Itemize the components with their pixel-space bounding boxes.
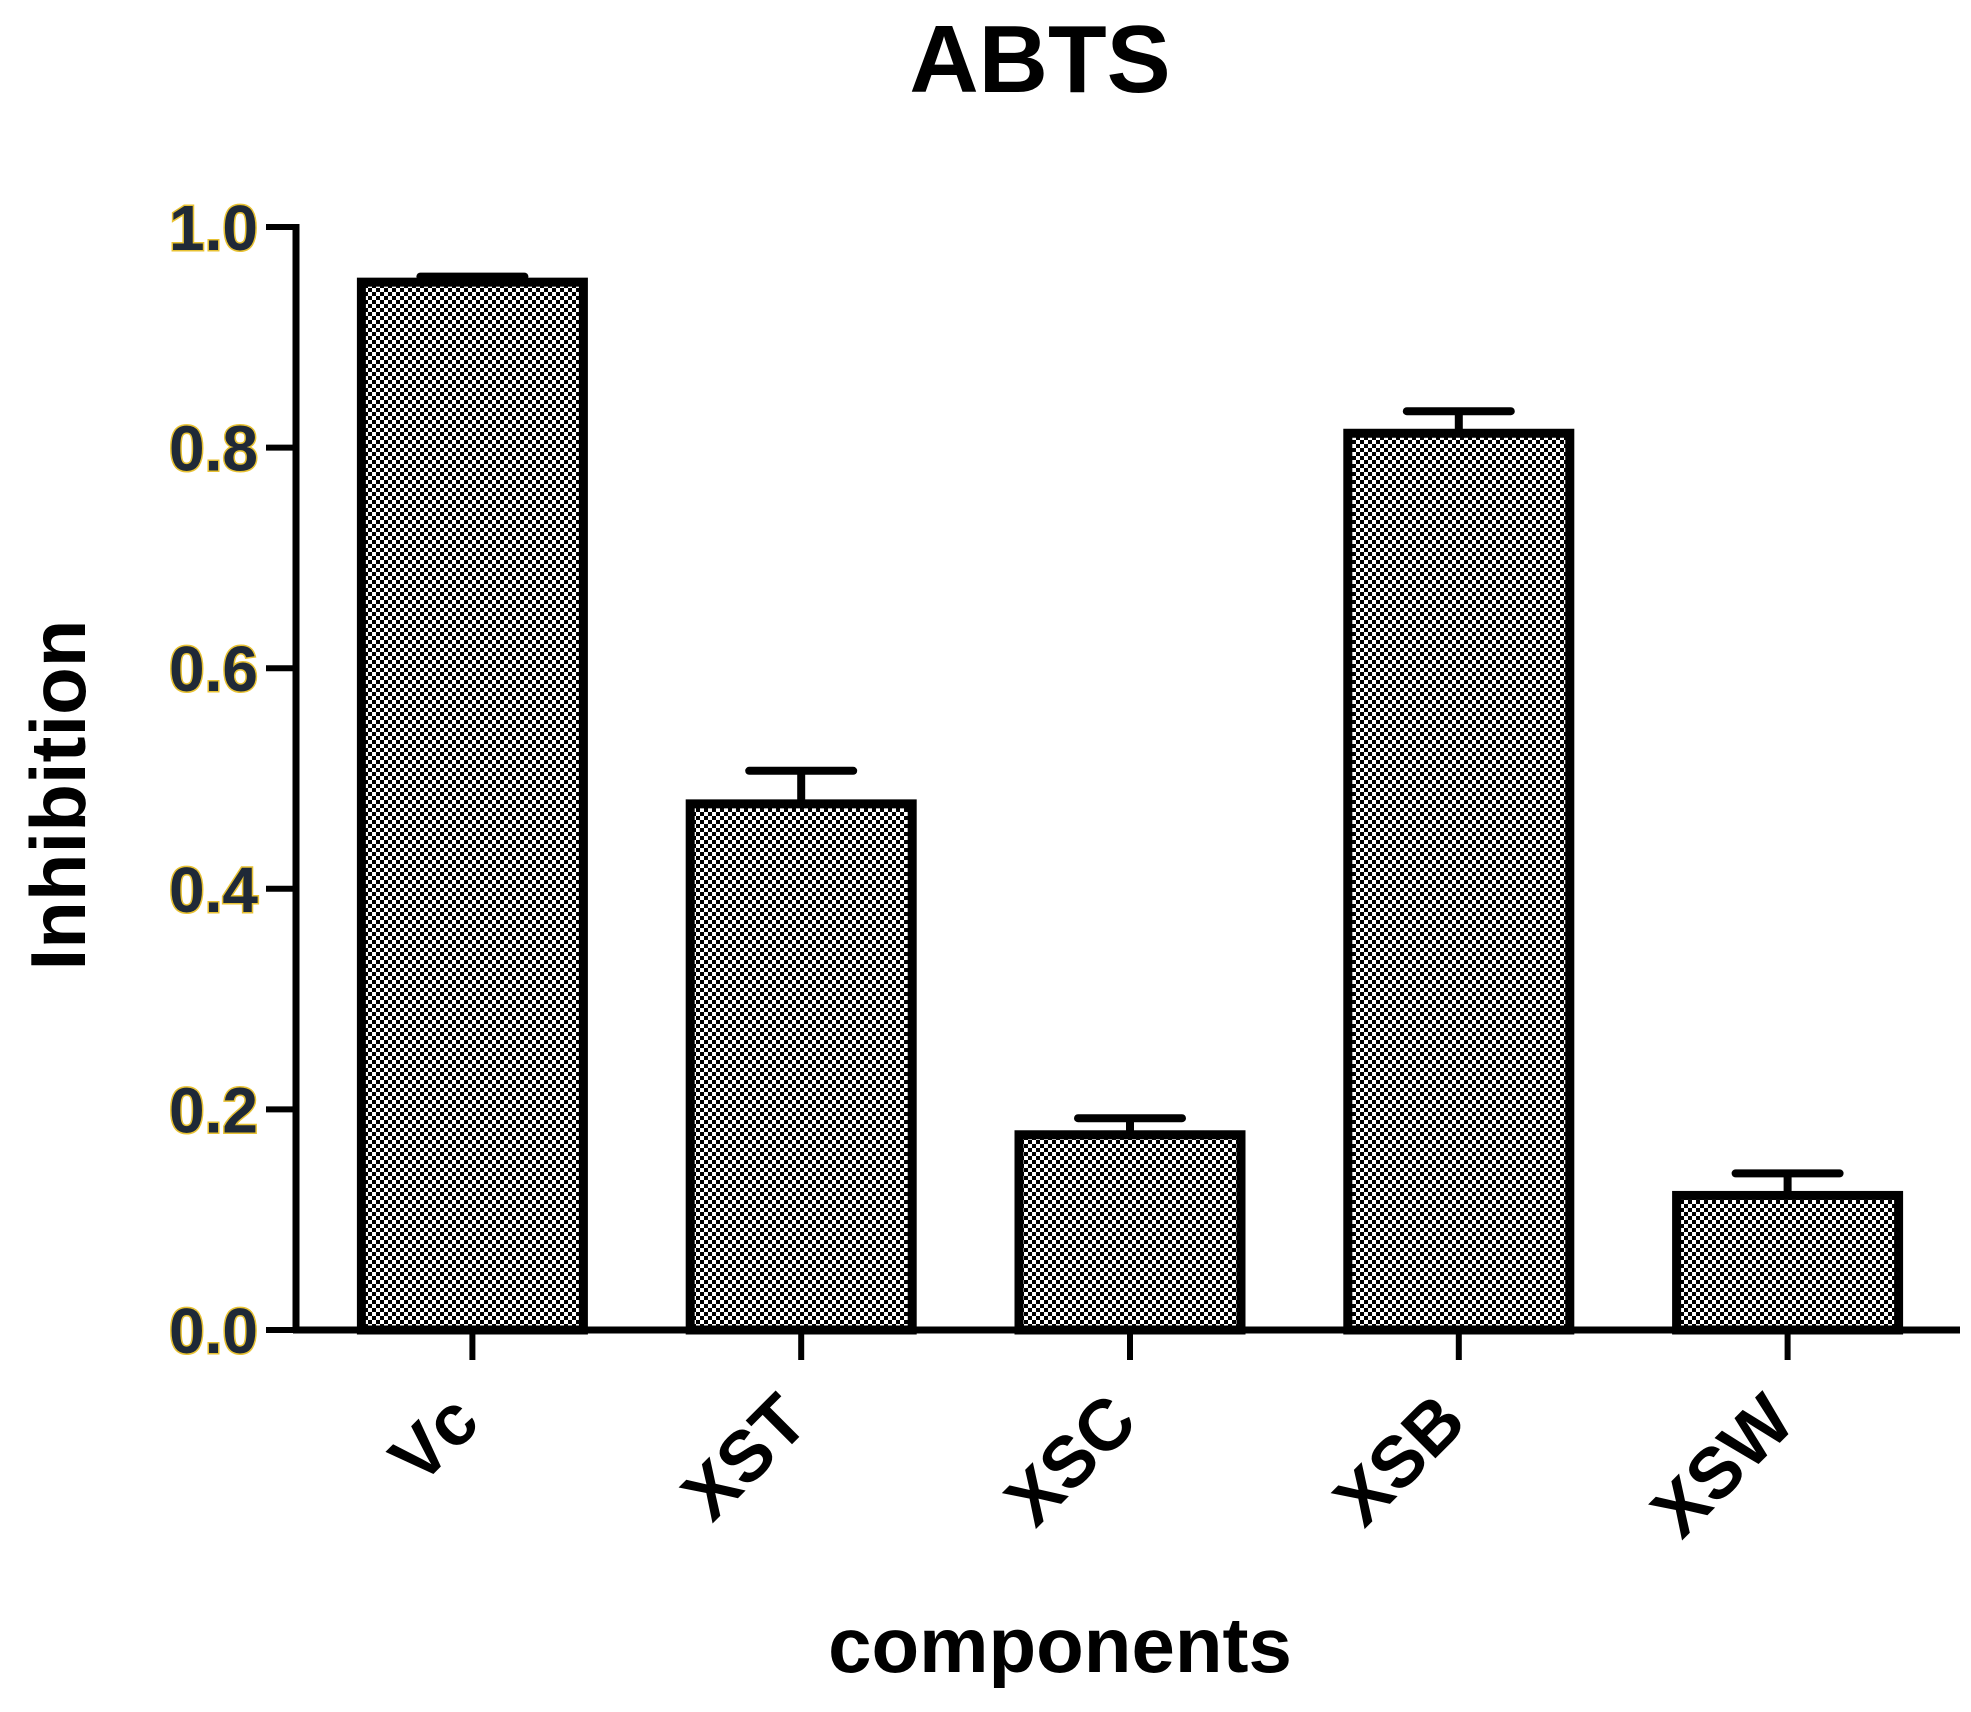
bar [1672, 1190, 1904, 1335]
y-tick-label: 0.8 [169, 413, 258, 485]
y-tick-label: 0.2 [169, 1074, 258, 1146]
x-tick-label: XST [667, 1380, 823, 1536]
x-tick-label: XSC [990, 1380, 1151, 1541]
y-axis-label: Inhibition [14, 620, 102, 971]
y-axis: 0.0 0.2 0.4 0.6 0.8 1.0 [168, 191, 300, 1369]
bars [356, 277, 1904, 1335]
y-tick-label: 0.6 [169, 633, 258, 705]
x-tick-label: Vc [375, 1380, 494, 1499]
y-tick-label: 0.0 [169, 1295, 258, 1367]
bar [685, 799, 917, 1335]
y-tick-label: 0.4 [169, 854, 258, 926]
bar [356, 277, 588, 1335]
error-bars [416, 272, 1844, 1196]
x-tick-label: XSW [1636, 1380, 1809, 1553]
x-axis-label: components [828, 1601, 1292, 1689]
x-tick-labels: Vc XST XSC XSB XSW [375, 1380, 1809, 1553]
bar [1014, 1130, 1246, 1335]
bar [1343, 428, 1575, 1335]
y-tick-label: 1.0 [169, 192, 258, 264]
x-tick-label: XSB [1319, 1380, 1480, 1541]
chart-title: ABTS [909, 6, 1170, 113]
